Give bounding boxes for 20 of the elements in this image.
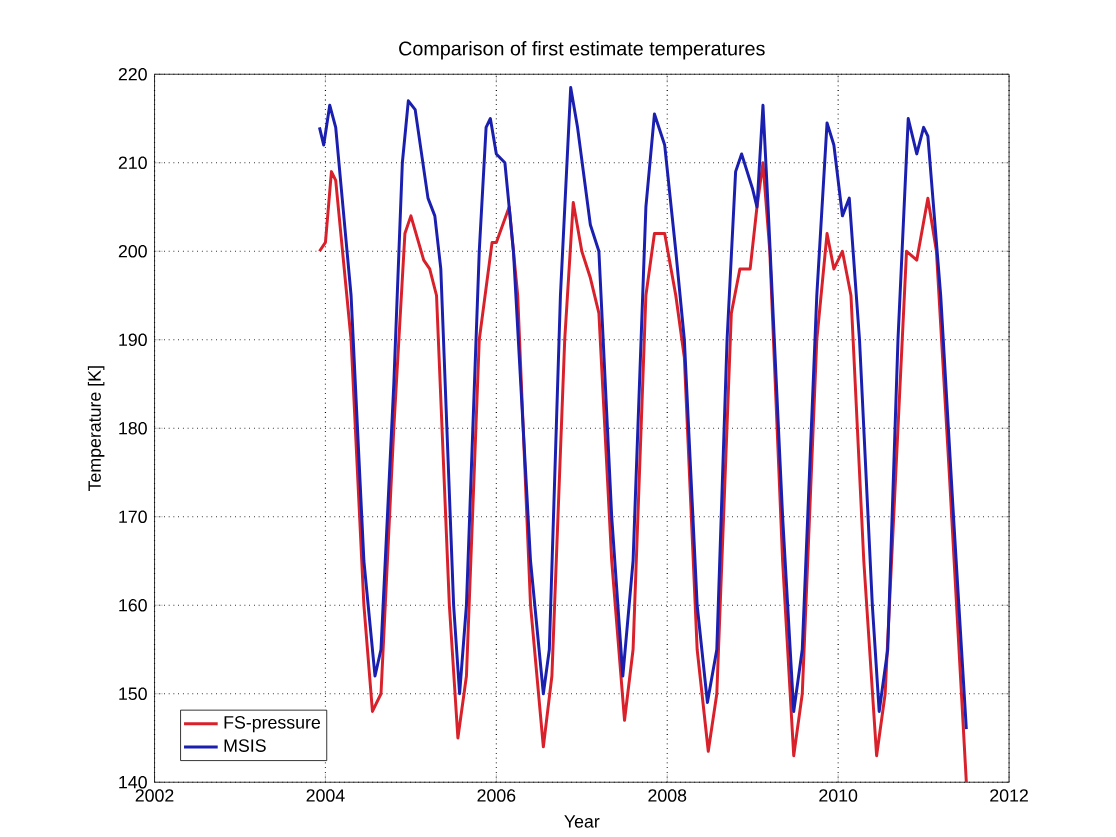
legend-label: FS-pressure (224, 716, 321, 733)
chart-title: Comparison of first estimate temperatures (399, 41, 765, 60)
y-tick-label: 140 (119, 776, 147, 789)
x-axis-title: Year (564, 815, 600, 828)
y-tick-label: 210 (118, 156, 147, 170)
y-tick-label: 170 (119, 510, 147, 524)
x-tick-label: 2012 (990, 789, 1028, 802)
y-tick-label: 180 (119, 422, 147, 435)
x-tick-label: 2004 (306, 789, 345, 802)
y-tick-label: 200 (118, 245, 147, 258)
y-tick-label: 150 (119, 687, 147, 701)
x-tick-label: 2002 (135, 789, 174, 802)
legend-label: MSIS (224, 739, 266, 753)
y-tick-label: 160 (119, 599, 147, 612)
x-tick-label: 2008 (648, 789, 687, 802)
x-tick-label: 2010 (819, 789, 858, 802)
y-axis-title: Temperature [K] (87, 366, 105, 492)
y-tick-label: 220 (118, 68, 147, 81)
x-tick-label: 2006 (477, 789, 516, 802)
y-tick-label: 190 (119, 333, 147, 347)
